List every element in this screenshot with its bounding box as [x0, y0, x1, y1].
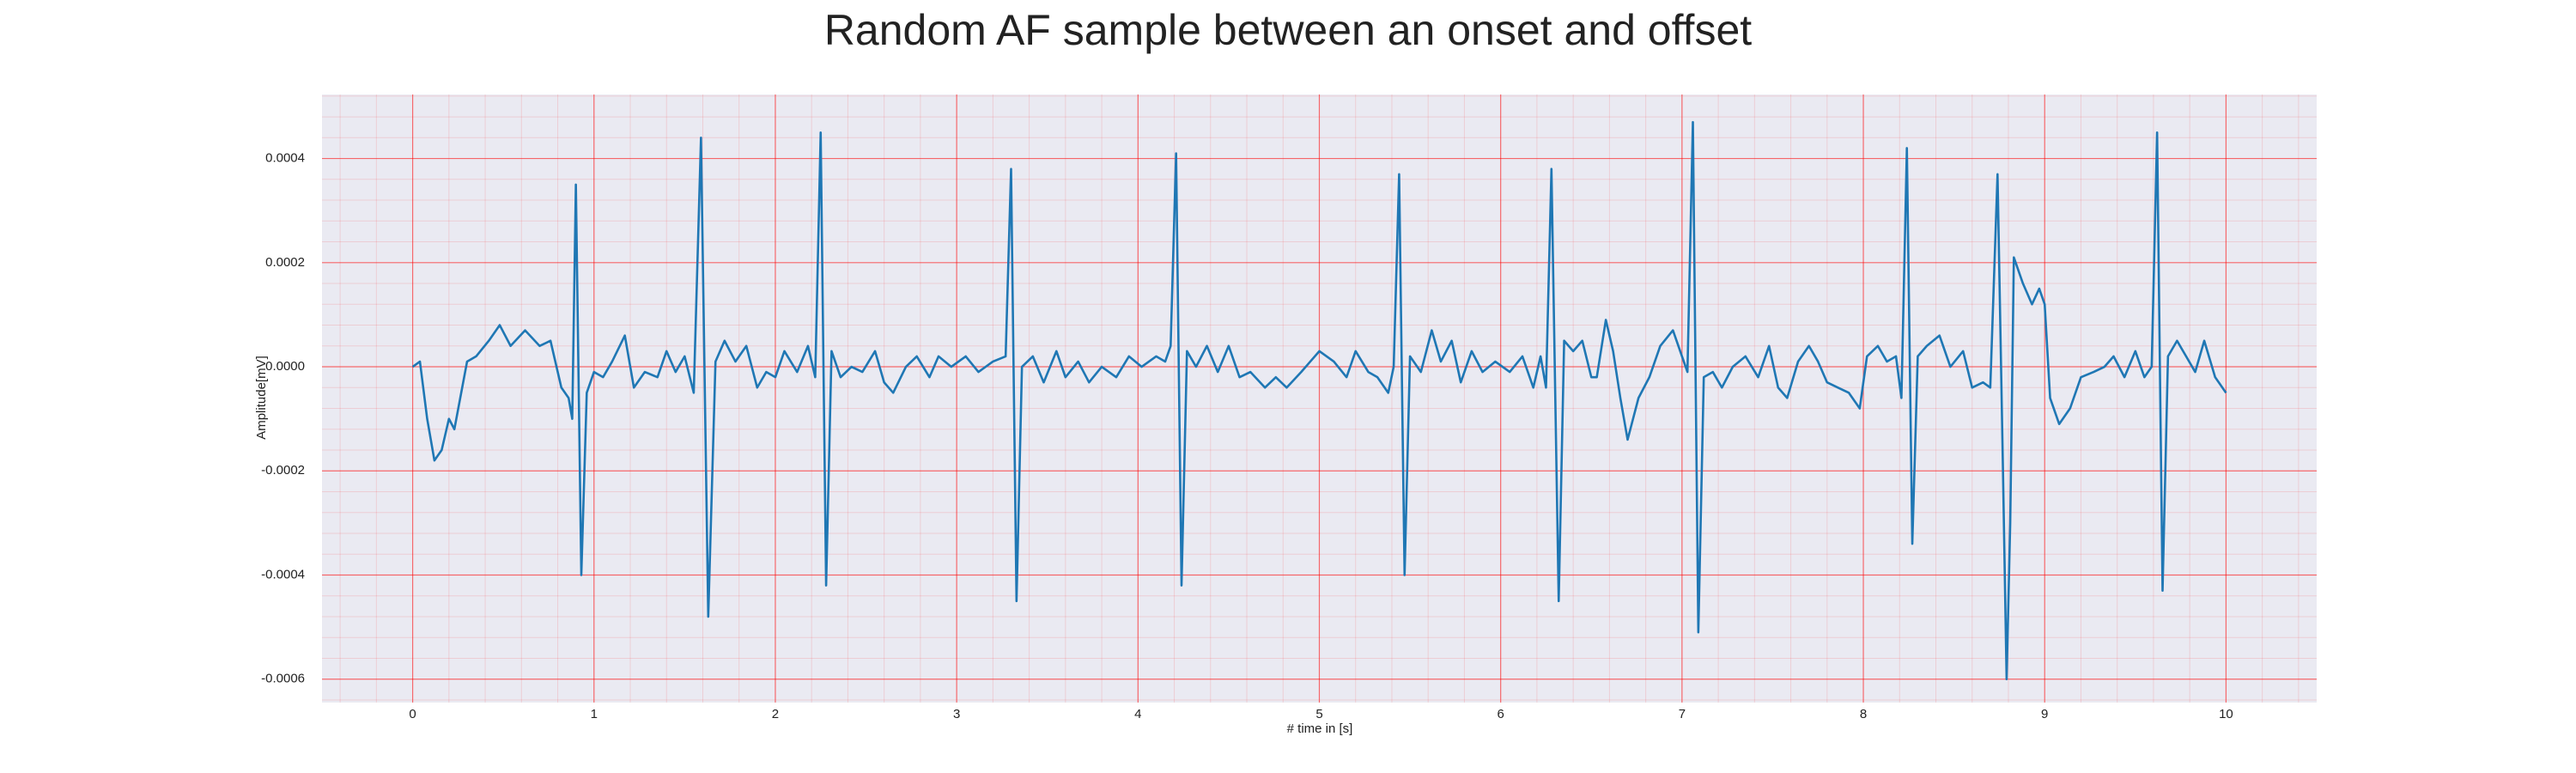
x-tick-label: 6 [1498, 707, 1504, 721]
y-tick-label: 0.0004 [265, 151, 305, 166]
x-tick-label: 10 [2219, 707, 2233, 721]
x-tick-label: 0 [409, 707, 416, 721]
chart-title: Random AF sample between an onset and of… [824, 6, 1752, 54]
x-tick-label: 8 [1860, 707, 1867, 721]
y-tick-label: 0.0000 [265, 359, 305, 374]
x-tick-label: 3 [953, 707, 960, 721]
x-tick-label: 1 [591, 707, 598, 721]
y-tick-label: -0.0006 [261, 672, 305, 686]
y-axis-label: Amplitude[mV] [254, 356, 269, 440]
x-tick-label: 4 [1134, 707, 1141, 721]
x-tick-label: 5 [1315, 707, 1322, 721]
y-tick-label: -0.0004 [261, 567, 305, 581]
x-tick-label: 9 [2041, 707, 2048, 721]
x-axis-label: # time in [s] [1287, 721, 1353, 736]
y-tick-label: -0.0002 [261, 463, 305, 478]
y-tick-label: 0.0002 [265, 255, 305, 270]
ecg-line [411, 120, 2227, 681]
x-tick-label: 7 [1679, 707, 1686, 721]
x-tick-label: 2 [772, 707, 779, 721]
